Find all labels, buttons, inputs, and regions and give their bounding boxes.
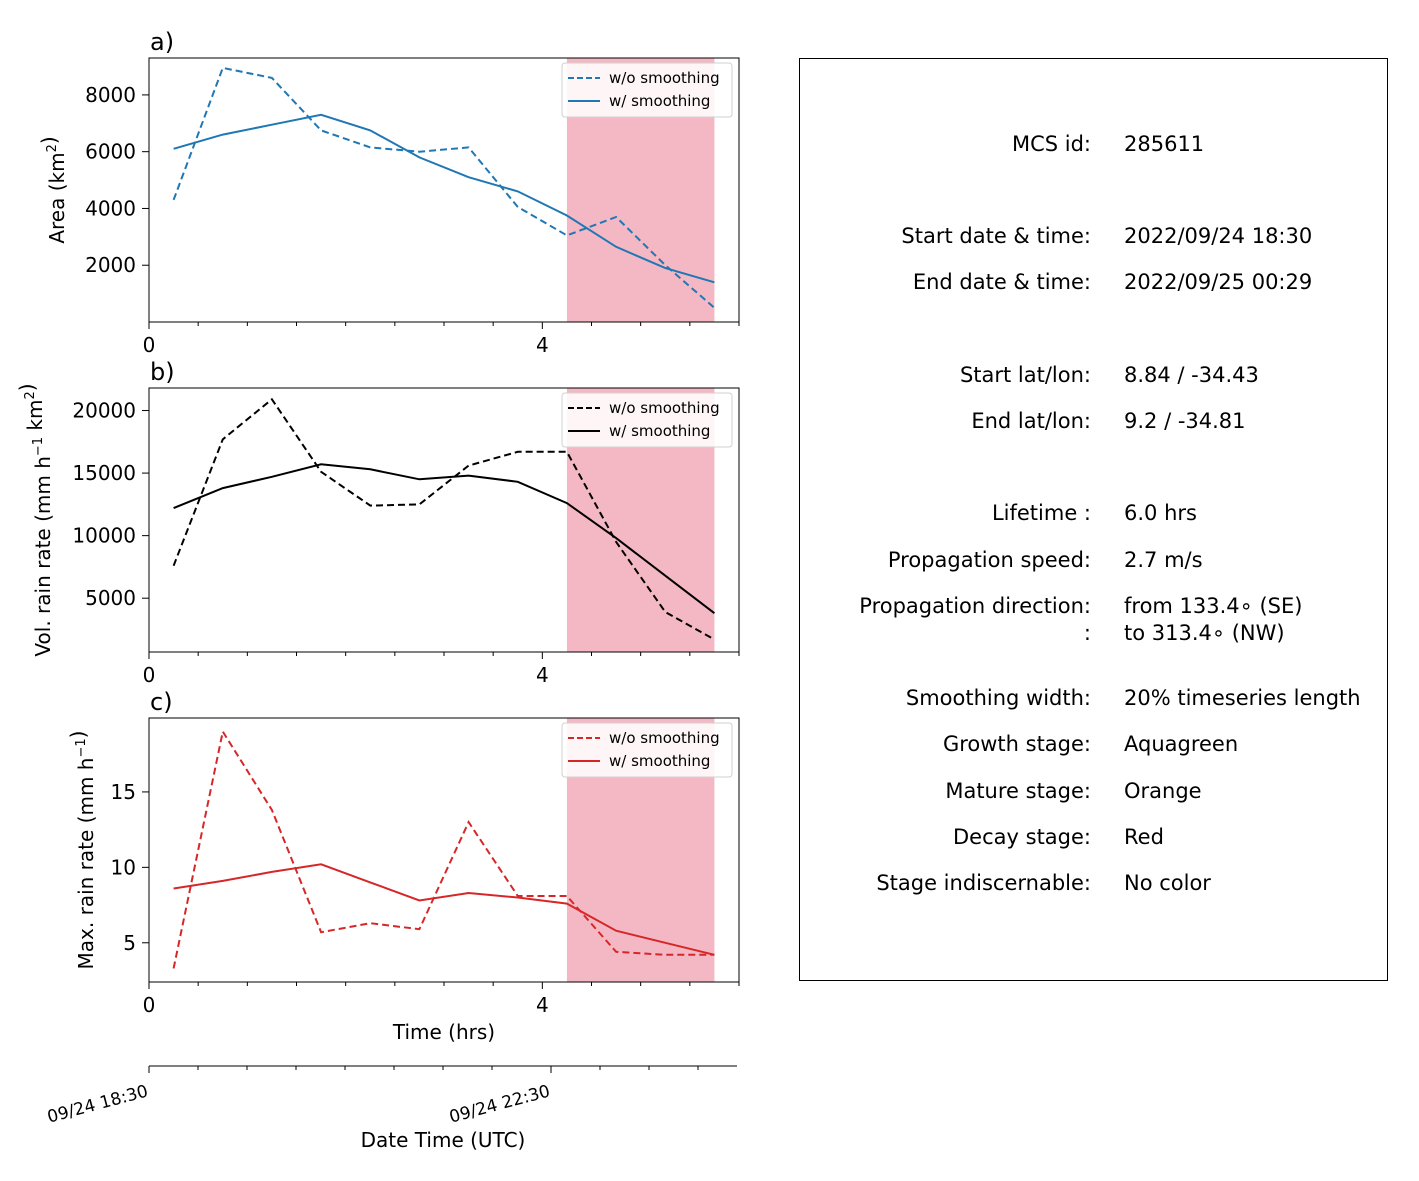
- info-label: Propagation speed:: [887, 548, 1091, 572]
- info-value: to 313.4∘ (NW): [1124, 621, 1285, 645]
- info-label: Decay stage:: [953, 825, 1091, 849]
- legend-box: [561, 722, 733, 778]
- y-tick-label: 20000: [72, 399, 136, 423]
- info-value: 8.84 / -34.43: [1124, 363, 1259, 387]
- series-line-without-smoothing: [172, 397, 715, 641]
- x-tick-label: 4: [536, 333, 549, 357]
- info-value: from 133.4∘ (SE): [1124, 594, 1303, 618]
- series-line-with-smoothing: [173, 463, 716, 614]
- panel-1: 0 4 2000 4000 6000 8000 a) Area (km2) w/o smooth…: [37, 28, 740, 357]
- info-label: :: [1083, 621, 1091, 645]
- legend: w/o smoothing w/ smoothing: [561, 722, 733, 778]
- info-value: Aquagreen: [1124, 732, 1239, 756]
- panel-2: 0 4 5000 10000 15000 20000 b) Vol. rain rate (m…: [15, 358, 740, 687]
- y-tick-label: 5: [123, 931, 136, 955]
- info-value: No color: [1124, 871, 1211, 895]
- info-value: 20% timeseries length: [1124, 686, 1361, 710]
- y-tick-label: 15: [111, 780, 136, 804]
- y-tick-label: 8000: [85, 83, 136, 107]
- legend-entry: w/ smoothing: [609, 422, 710, 440]
- x-tick-label: 0: [143, 993, 156, 1017]
- legend-entry: w/ smoothing: [609, 752, 710, 770]
- panel-label: b): [150, 358, 175, 386]
- info-label: Smoothing width:: [905, 686, 1091, 710]
- info-value: 6.0 hrs: [1124, 501, 1197, 525]
- x-tick-label: 4: [536, 663, 549, 687]
- series-line-without-smoothing: [172, 66, 716, 309]
- series-line-without-smoothing: [172, 728, 715, 969]
- y-tick-label: 10000: [72, 524, 136, 548]
- datetime-tick-label: 09/24 18:30: [45, 1082, 150, 1128]
- info-label: MCS id:: [1011, 132, 1091, 156]
- x-tick-label: 0: [143, 663, 156, 687]
- info-value: Orange: [1124, 779, 1202, 803]
- info-value: 285611: [1124, 132, 1205, 156]
- panel-label: c): [150, 688, 173, 716]
- info-value: 2022/09/25 00:29: [1124, 270, 1313, 294]
- info-value: Red: [1124, 825, 1164, 849]
- info-value: 2.7 m/s: [1124, 548, 1203, 572]
- x-axis-label: Time (hrs): [392, 1020, 495, 1044]
- y-axis-label: Vol. rain rate (mm h−1 km2): [15, 383, 55, 656]
- y-tick-label: 15000: [72, 461, 136, 485]
- series-line-with-smoothing: [173, 113, 715, 284]
- info-label: Start lat/lon:: [959, 363, 1091, 387]
- legend-entry: w/o smoothing: [609, 729, 720, 747]
- info-label: Propagation direction:: [859, 594, 1091, 618]
- legend-entry: w/ smoothing: [609, 92, 710, 110]
- y-tick-label: 5000: [85, 586, 136, 610]
- info-label: End lat/lon:: [971, 409, 1091, 433]
- legend-box: [561, 62, 733, 118]
- y-tick-label: 6000: [85, 140, 136, 164]
- legend: w/o smoothing w/ smoothing: [561, 62, 733, 118]
- info-label: Start date & time:: [901, 224, 1091, 248]
- info-label: Lifetime :: [991, 501, 1091, 525]
- x-tick-label: 4: [536, 993, 549, 1017]
- y-axis-label: Max. rain rate (mm h−1): [66, 731, 98, 970]
- info-label: Mature stage:: [945, 779, 1091, 803]
- y-tick-label: 4000: [85, 196, 136, 220]
- legend: w/o smoothing w/ smoothing: [561, 392, 733, 448]
- y-tick-label: 2000: [85, 253, 136, 277]
- legend-entry: w/o smoothing: [609, 69, 720, 87]
- y-tick-label: 10: [111, 855, 136, 879]
- x-tick-label: 0: [143, 333, 156, 357]
- panel-label: a): [150, 28, 174, 56]
- panel-3: 0 4 5 10 15 c) Max. rain rate (mm h−1) w/o smoo…: [66, 688, 740, 1044]
- datetime-tick-label: 09/24 22:30: [447, 1082, 552, 1128]
- info-label: End date & time:: [912, 270, 1091, 294]
- y-axis-label: Area (km2): [37, 136, 69, 243]
- legend-box: [561, 392, 733, 448]
- info-panel: MCS id: 285611 Start date & time: 2022/09/2…: [799, 58, 1388, 981]
- info-label: Stage indiscernable:: [876, 871, 1091, 895]
- legend-entry: w/o smoothing: [609, 399, 720, 417]
- info-value: 9.2 / -34.81: [1124, 409, 1246, 433]
- datetime-axis-label: Date Time (UTC): [361, 1128, 526, 1152]
- info-value: 2022/09/24 18:30: [1124, 224, 1313, 248]
- series-line-with-smoothing: [173, 863, 715, 956]
- info-label: Growth stage:: [942, 732, 1091, 756]
